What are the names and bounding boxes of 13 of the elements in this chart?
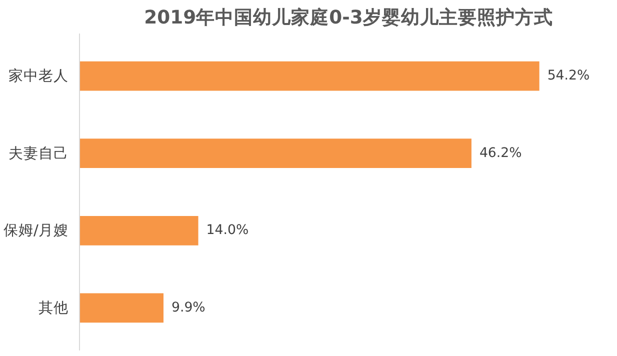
- y-tick-label: 保姆/月嫂: [4, 222, 69, 240]
- bar: [80, 293, 164, 323]
- data-label: 14.0%: [206, 223, 249, 238]
- bar: [80, 138, 472, 168]
- y-tick-label: 其他: [38, 299, 68, 316]
- data-label: 9.9%: [171, 300, 206, 316]
- bar: [80, 61, 540, 91]
- y-tick-label: 夫妻自己: [8, 144, 68, 162]
- bar: [80, 216, 198, 246]
- data-label: 54.2%: [547, 68, 590, 84]
- data-label: 46.2%: [479, 146, 522, 161]
- y-tick-label: 家中老人: [8, 68, 68, 85]
- chart-title: 2019年中国幼儿家庭0-3岁婴幼儿主要照护方式: [144, 6, 553, 28]
